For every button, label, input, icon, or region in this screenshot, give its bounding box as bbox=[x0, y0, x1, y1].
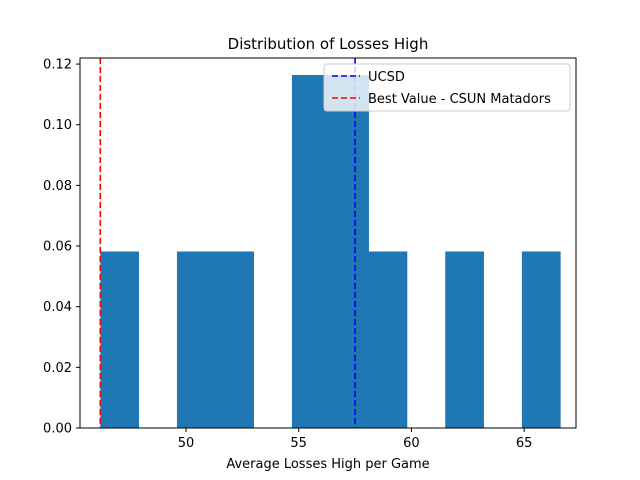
bars-group bbox=[100, 74, 561, 428]
y-tick-label: 0.12 bbox=[43, 58, 72, 73]
axes-group: 50 55 60 65 0.00 0.02 0.04 0.06 0.08 0.10 0.12 bbox=[43, 57, 577, 451]
vlines-group bbox=[99, 58, 356, 428]
histogram-bar bbox=[215, 251, 254, 428]
histogram-bar bbox=[445, 251, 484, 428]
histogram-bar bbox=[100, 251, 140, 428]
x-axis-label: Average Losses High per Game bbox=[226, 457, 429, 472]
histogram-bar bbox=[176, 251, 216, 428]
x-tick-label: 60 bbox=[403, 436, 420, 451]
chart-title: Distribution of Losses High bbox=[228, 35, 429, 53]
y-tick-label: 0.04 bbox=[43, 300, 72, 315]
legend-label: UCSD bbox=[368, 70, 405, 85]
x-tick-label: 55 bbox=[290, 436, 307, 451]
y-tick-label: 0.02 bbox=[43, 361, 72, 376]
x-tick-label: 65 bbox=[516, 436, 533, 451]
y-tick-label: 0.08 bbox=[43, 179, 72, 194]
histogram-bar bbox=[368, 251, 408, 428]
histogram-bar bbox=[291, 74, 331, 428]
plot-frame bbox=[79, 57, 577, 429]
legend-box bbox=[323, 63, 571, 112]
x-tick-label: 50 bbox=[178, 436, 195, 451]
histogram-bar bbox=[521, 251, 561, 428]
legend: UCSD Best Value - CSUN Matadors bbox=[323, 63, 571, 112]
y-tick-label: 0.06 bbox=[43, 240, 72, 255]
y-tick-label: 0.10 bbox=[43, 118, 72, 133]
legend-label: Best Value - CSUN Matadors bbox=[368, 92, 551, 107]
y-tick-label: 0.00 bbox=[43, 422, 72, 437]
histogram-bar bbox=[330, 74, 369, 428]
